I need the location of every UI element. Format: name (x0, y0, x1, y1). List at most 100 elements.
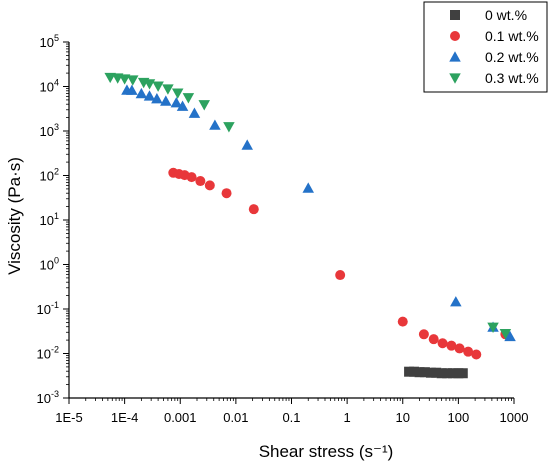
data-point (454, 343, 465, 354)
y-tick-label-exponent: 4 (54, 78, 59, 88)
y-tick-label-base: 10 (37, 391, 51, 406)
data-point (418, 329, 429, 340)
series-2 (121, 84, 516, 342)
data-point (436, 368, 447, 379)
data-point (248, 204, 259, 215)
data-point (160, 95, 172, 106)
x-tick-label: 10 (396, 410, 410, 425)
y-tick-label-exponent: -2 (51, 345, 59, 355)
y-tick-label: 101 (40, 211, 59, 228)
series-3 (104, 72, 512, 340)
data-point (450, 296, 462, 307)
legend: 0 wt.% 0.1 wt.% 0.2 wt.% 0.3 wt.% (423, 1, 548, 93)
y-tick-label-base: 10 (40, 80, 54, 95)
data-point (221, 188, 232, 199)
y-tick-label-base: 10 (37, 347, 51, 362)
data-point (241, 139, 253, 150)
legend-marker (449, 73, 461, 84)
data-point (209, 119, 221, 130)
y-tick-label-exponent: -1 (51, 300, 59, 310)
legend-label: 0.1 wt.% (485, 28, 539, 44)
legend-box (423, 1, 548, 93)
data-point (127, 75, 139, 86)
legend-label: 0.3 wt.% (485, 70, 539, 86)
series-1 (168, 167, 511, 360)
data-point (143, 90, 156, 101)
data-point (457, 368, 468, 379)
y-tick-label-base: 10 (40, 35, 54, 50)
data-point (152, 81, 164, 92)
y-tick-label: 103 (40, 122, 59, 139)
data-point (170, 97, 183, 108)
y-tick-label: 10-1 (37, 300, 59, 317)
data-point (442, 368, 453, 379)
data-point (463, 346, 474, 357)
data-point (504, 330, 516, 342)
y-tick-label-base: 10 (37, 302, 51, 317)
axes: 1E-5 1E-4 0.001 0.01 0.1 1 10 100 100010-310-210… (37, 33, 529, 425)
x-tick-label: 1E-4 (111, 410, 138, 425)
data-point (499, 329, 512, 340)
legend-marker (449, 51, 461, 62)
data-point (437, 338, 448, 349)
data-point (447, 368, 458, 379)
legend-label: 0 wt.% (485, 7, 527, 23)
y-tick-label: 105 (40, 33, 59, 50)
y-tick-label: 100 (40, 256, 59, 273)
x-tick-label: 100 (448, 410, 470, 425)
y-tick-label: 10-3 (37, 389, 59, 406)
y-tick-label-base: 10 (40, 124, 54, 139)
data-point (397, 316, 408, 327)
x-tick-label: 1 (344, 410, 351, 425)
data-point (143, 79, 156, 90)
data-point (223, 122, 235, 133)
y-tick-label-base: 10 (40, 169, 54, 184)
y-tick-label: 102 (40, 167, 59, 184)
data-point (198, 100, 210, 111)
legend-marker (450, 31, 460, 41)
y-tick-label-base: 10 (40, 213, 54, 228)
data-point (135, 87, 148, 99)
x-tick-label: 1000 (500, 410, 529, 425)
data-point (425, 367, 436, 378)
data-point (188, 107, 201, 118)
data-point (335, 270, 346, 281)
data-point (419, 367, 430, 378)
legend-label: 0.2 wt.% (485, 49, 539, 65)
y-tick-label-exponent: 5 (54, 33, 59, 43)
data-point (409, 366, 420, 377)
x-tick-label: 0.001 (164, 410, 197, 425)
data-point (204, 180, 215, 191)
y-tick-label-exponent: 0 (54, 256, 59, 266)
data-point (126, 84, 138, 95)
data-point (487, 322, 499, 333)
data-point (428, 334, 439, 345)
x-tick-label: 0.1 (282, 410, 300, 425)
series-0 (404, 366, 468, 379)
data-point (186, 172, 197, 183)
y-tick-label-exponent: 2 (54, 167, 59, 177)
data-point (176, 100, 189, 111)
data-point (151, 93, 163, 104)
y-tick-label-exponent: 3 (54, 122, 59, 132)
y-tick-label-exponent: -3 (51, 389, 59, 399)
data-point (171, 88, 184, 99)
data-point (404, 366, 415, 377)
data-point (195, 176, 206, 187)
data-point (414, 367, 425, 378)
data-point (471, 349, 482, 360)
y-tick-label: 104 (40, 78, 59, 95)
x-axis-title: Shear stress (s⁻¹) (259, 442, 394, 461)
data-point (182, 93, 195, 104)
y-tick-label-base: 10 (40, 258, 54, 273)
data-point (302, 182, 314, 193)
data-point (162, 84, 174, 95)
data-points (104, 72, 516, 379)
y-axis-title: Viscosity (Pa·s) (5, 157, 24, 275)
data-point (446, 340, 457, 351)
data-point (118, 74, 131, 85)
x-tick-label: 0.01 (223, 410, 248, 425)
y-tick-label-exponent: 1 (54, 211, 59, 221)
data-point (431, 367, 442, 378)
legend-marker (450, 10, 460, 20)
